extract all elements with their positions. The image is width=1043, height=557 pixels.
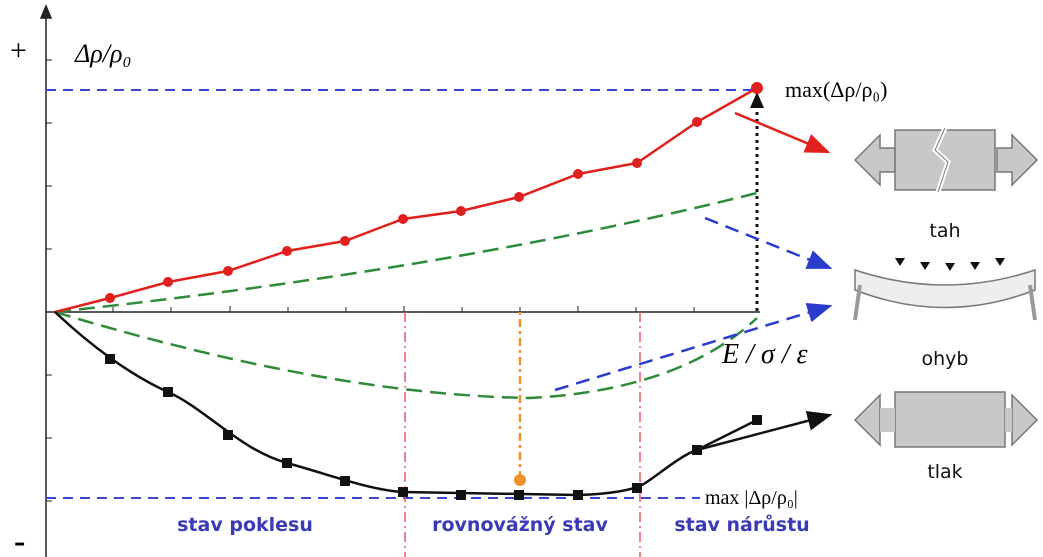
y-axis-label: Δρ/ρ₀ <box>74 39 131 68</box>
region-label: rovnovážný stav <box>432 514 608 536</box>
minus-sign: - <box>14 523 25 557</box>
max-bottom-label: max |Δρ/ρ₀| <box>705 487 798 509</box>
load-label: tlak <box>927 461 962 483</box>
arrows <box>554 111 833 452</box>
black-curve <box>54 311 762 500</box>
green-curves <box>54 191 758 400</box>
guides <box>46 89 764 557</box>
load-icons <box>853 126 1039 448</box>
max-top-label: max(Δρ/ρ₀) <box>785 77 887 102</box>
load-label: ohyb <box>922 348 969 370</box>
load-label: tah <box>929 220 960 242</box>
region-label: stav nárůstu <box>674 513 809 536</box>
plus-sign: + <box>10 34 27 67</box>
red-curve <box>54 82 763 314</box>
x-axis-label: E / σ / ε <box>721 339 808 370</box>
axes <box>39 4 760 557</box>
region-label: stav poklesu <box>177 514 313 536</box>
